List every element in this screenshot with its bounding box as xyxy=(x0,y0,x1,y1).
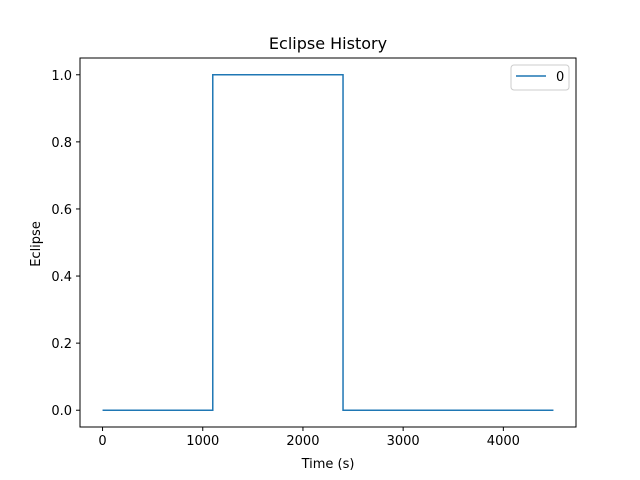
legend: 0 xyxy=(510,64,570,91)
x-tick-label: 0 xyxy=(98,434,106,449)
y-tick-label: 0.2 xyxy=(51,337,72,352)
axis-ticks: 0 1000 2000 3000 4000 0.0 0.2 0.4 0.6 0.8 1.0 xyxy=(51,69,520,449)
plot-area-frame xyxy=(79,57,577,428)
y-tick-label: 0.4 xyxy=(51,270,72,285)
y-tick-label: 0.0 xyxy=(51,404,72,419)
x-tick-label: 4000 xyxy=(487,434,520,449)
y-tick-label: 1.0 xyxy=(51,69,72,84)
x-tick-label: 1000 xyxy=(186,434,219,449)
plot-lines xyxy=(102,74,554,411)
y-tick-label: 0.8 xyxy=(51,136,72,151)
x-tick-label: 3000 xyxy=(387,434,420,449)
legend-box xyxy=(510,64,570,91)
x-tick-label: 2000 xyxy=(286,434,319,449)
chart-title: Eclipse History xyxy=(269,34,387,53)
legend-label: 0 xyxy=(556,70,564,85)
y-tick-label: 0.6 xyxy=(51,203,72,218)
series-line xyxy=(102,74,554,411)
x-axis-label: Time (s) xyxy=(301,457,355,472)
y-axis-label: Eclipse xyxy=(29,221,44,267)
